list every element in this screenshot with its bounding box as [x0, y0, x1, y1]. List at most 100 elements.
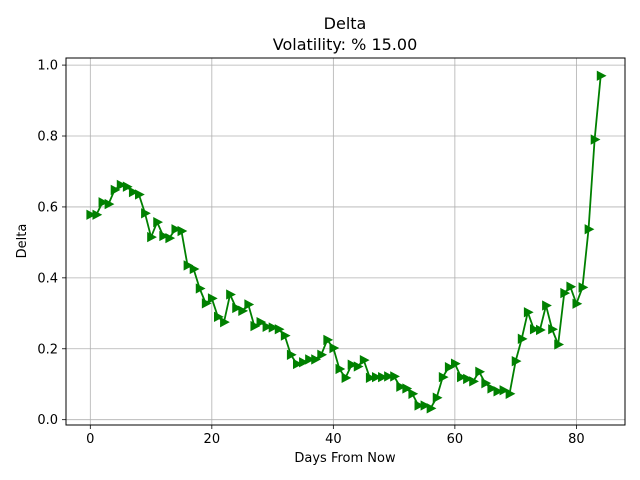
data-point	[384, 371, 394, 382]
y-tick-label: 0.6	[37, 200, 58, 215]
data-point	[481, 377, 492, 389]
data-point	[359, 354, 370, 366]
data-point	[523, 307, 534, 318]
data-point	[104, 198, 115, 210]
data-point	[426, 403, 437, 414]
data-point	[317, 349, 328, 360]
data-point	[450, 358, 461, 369]
data-point	[201, 298, 212, 309]
y-tick-label: 0.4	[37, 271, 58, 286]
data-point	[499, 385, 510, 396]
data-point	[207, 293, 218, 304]
data-point	[189, 263, 200, 275]
y-axis-ticks: 0.0 0.2 0.4 0.6 0.8 1.0	[37, 59, 66, 428]
data-point	[457, 371, 467, 383]
data-point	[463, 373, 473, 385]
data-point	[268, 322, 279, 333]
data-point	[286, 349, 297, 360]
data-point	[371, 371, 382, 383]
data-point	[420, 400, 431, 411]
data-point	[402, 383, 413, 394]
data-point	[511, 356, 522, 367]
data-point	[220, 317, 230, 328]
data-point	[159, 230, 170, 242]
data-point	[110, 184, 121, 196]
y-tick-label: 0.0	[37, 413, 58, 428]
data-point	[493, 386, 504, 397]
data-point	[536, 324, 546, 336]
data-point	[584, 224, 595, 235]
data-point	[305, 354, 315, 365]
data-point	[408, 388, 419, 399]
x-tick-label: 20	[204, 432, 221, 447]
data-point	[238, 305, 249, 316]
data-point	[335, 363, 346, 375]
data-point	[353, 361, 364, 372]
data-point	[274, 324, 285, 335]
data-point	[299, 357, 309, 368]
data-point	[232, 302, 242, 314]
data-point	[128, 186, 139, 198]
data-point	[323, 334, 334, 346]
data-point	[517, 333, 528, 344]
x-tick-label: 0	[86, 432, 94, 447]
data-point	[378, 371, 388, 383]
data-point	[329, 342, 340, 354]
x-tick-label: 80	[568, 432, 585, 447]
data-point	[590, 134, 601, 145]
x-tick-label: 40	[325, 432, 342, 447]
data-point	[122, 181, 133, 192]
x-axis-ticks: 0 20 40 60 80	[86, 425, 585, 447]
data-point	[548, 324, 558, 335]
data-point	[529, 324, 540, 335]
data-point	[153, 217, 163, 228]
data-point	[390, 371, 400, 382]
data-point	[475, 366, 486, 377]
data-point	[578, 282, 589, 293]
grid	[66, 58, 625, 425]
data-point	[195, 283, 206, 294]
data-point	[542, 300, 552, 311]
data-point	[469, 376, 479, 387]
data-point	[177, 225, 188, 237]
data-point	[214, 311, 224, 323]
data-point	[432, 392, 443, 403]
chart-subtitle: Volatility: % 15.00	[273, 35, 418, 54]
plot-frame	[65, 57, 626, 426]
x-tick-label: 60	[447, 432, 464, 447]
data-point	[116, 179, 127, 191]
data-point	[311, 354, 321, 365]
data-point	[280, 330, 291, 341]
data-point	[341, 372, 352, 384]
data-point	[98, 197, 109, 208]
data-point	[244, 299, 255, 310]
data-point	[414, 400, 425, 411]
data-point	[566, 281, 577, 292]
data-point	[250, 320, 261, 332]
series-delta	[86, 70, 607, 414]
data-point	[444, 362, 455, 373]
data-point	[135, 189, 145, 200]
data-point	[560, 287, 571, 299]
y-tick-label: 0.2	[37, 342, 58, 357]
data-point	[171, 224, 182, 235]
data-point	[86, 209, 97, 220]
data-point	[596, 70, 607, 81]
data-point	[347, 359, 358, 370]
data-point	[438, 371, 449, 383]
data-point	[396, 381, 407, 392]
chart-title: Delta	[324, 14, 367, 33]
data-point	[365, 372, 376, 384]
data-point	[505, 388, 516, 399]
y-tick-label: 1.0	[37, 59, 58, 74]
data-point	[487, 383, 498, 394]
data-point	[141, 208, 151, 219]
data-point	[183, 260, 194, 271]
data-point	[292, 358, 303, 370]
data-point	[256, 317, 267, 328]
y-axis-label: Delta	[15, 224, 30, 259]
data-point	[165, 232, 176, 244]
data-point	[262, 321, 273, 332]
